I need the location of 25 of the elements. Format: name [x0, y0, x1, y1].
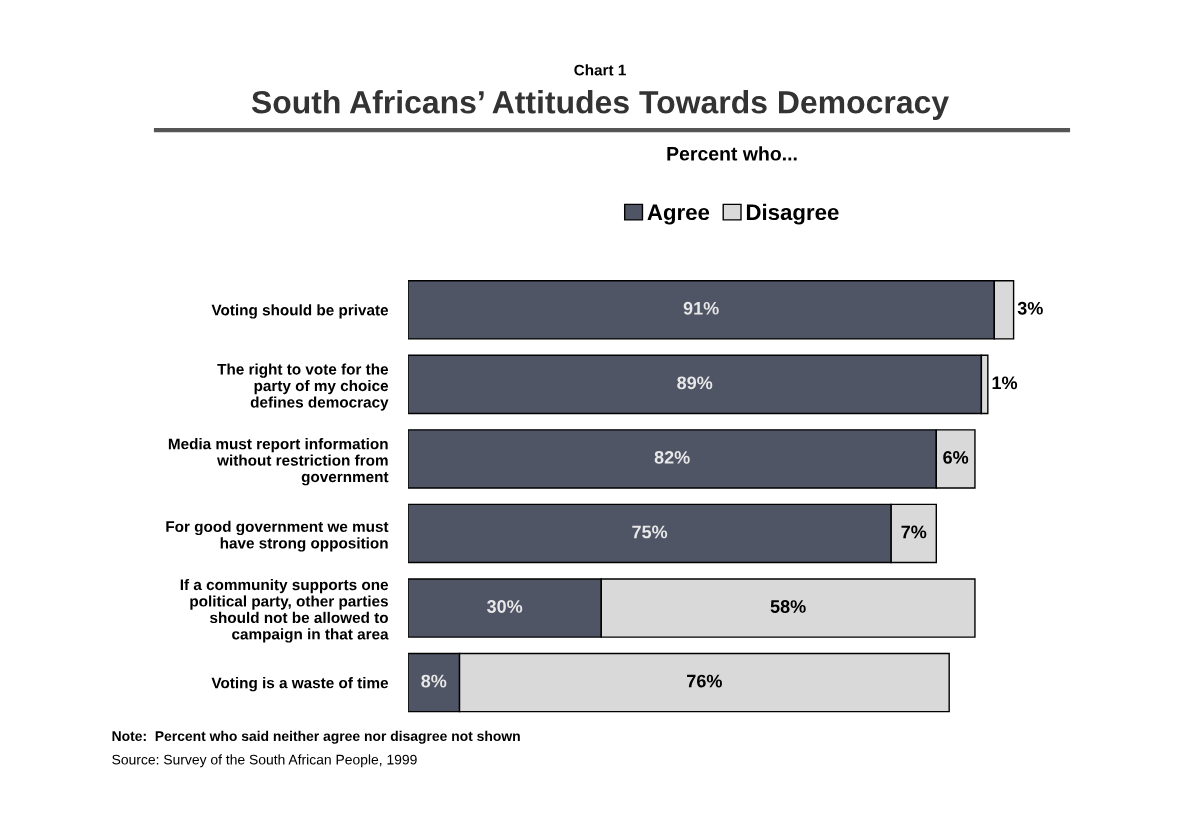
data-label: 8%	[421, 674, 447, 688]
data-label: 1%	[992, 376, 1018, 390]
data-label: 82%	[654, 450, 690, 464]
y-tick-label: Voting is a waste of time	[211, 677, 389, 692]
y-tick-label: Voting should be private	[211, 304, 389, 319]
data-label: 3%	[1017, 301, 1043, 315]
y-tick-label: If a community supports one political party, other parties should not be allowed to campaign in that area	[180, 578, 389, 643]
y-tick-label: For good government we must have strong opposition	[166, 520, 389, 552]
legend-label: Agree	[647, 204, 710, 225]
data-label: 30%	[486, 600, 523, 613]
data-label: 7%	[901, 525, 927, 539]
legend-title: Percent who...	[667, 146, 797, 161]
y-tick-label: Media must report information without restriction from government	[168, 438, 389, 486]
data-label: 91%	[683, 301, 719, 315]
chart-subtitle: South Africans’ Attitudes Towards Democracy	[251, 90, 949, 120]
data-label: 76%	[687, 674, 722, 688]
data-label: 89%	[677, 376, 713, 390]
legend-label: Disagree	[746, 203, 839, 225]
data-label: 6%	[943, 450, 969, 464]
text: Note: Percent who said neither agree nor disagree not shown	[112, 730, 520, 744]
chart-title: Chart 1	[574, 64, 626, 76]
source-note: Source: Survey of the South African People, 1999	[112, 754, 417, 768]
data-label: 75%	[632, 525, 668, 539]
y-tick-label: The right to vote for the party of my choice defines democracy	[217, 363, 389, 411]
data-label: 58%	[770, 600, 806, 613]
